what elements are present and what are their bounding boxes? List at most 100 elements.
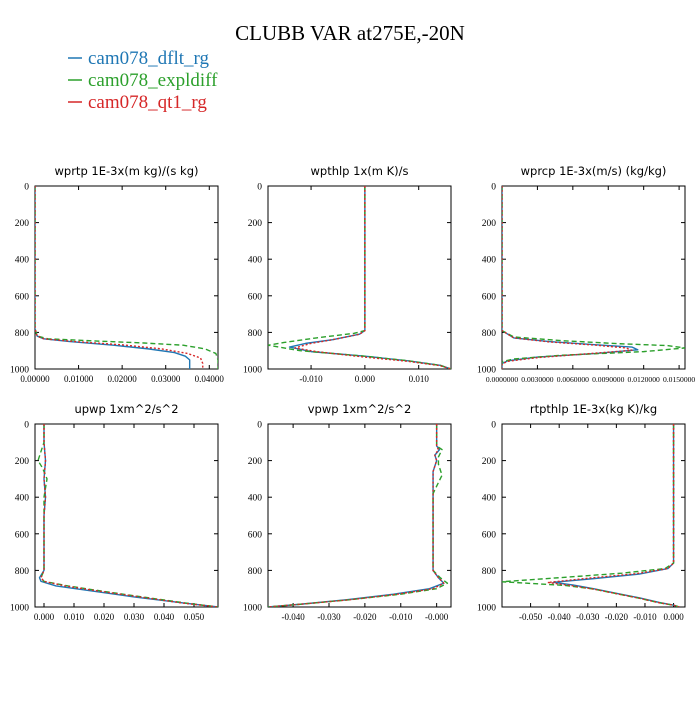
y-tick-label: 600 <box>248 292 263 302</box>
y-tick-label: 1000 <box>477 366 496 376</box>
series-line-2 <box>268 424 449 607</box>
x-tick-label: -0.000 <box>425 612 449 622</box>
panel-title: wpthlp 1x(m K)/s <box>310 164 408 178</box>
y-tick-label: 800 <box>482 567 497 577</box>
panel-5: vpwp 1xm^2/s^2 0 200 400 600 800 1000 -0.040 -0.… <box>243 402 452 622</box>
series-line-2 <box>268 186 451 369</box>
x-tick-label: 0.0150000 <box>663 375 695 384</box>
y-tick-label: 0 <box>24 421 29 431</box>
x-tick-label: 0.0120000 <box>628 375 660 384</box>
series-line-1 <box>268 424 445 607</box>
x-tick-label: 0.010 <box>64 612 85 622</box>
y-tick-label: 1000 <box>10 604 29 614</box>
panel-2: wpthlp 1x(m K)/s 0 200 400 600 800 1000 -0.010 0… <box>243 164 452 384</box>
panel-6: rtpthlp 1E-3x(kg K)/kg 0 200 400 600 800 1000 -… <box>477 402 686 622</box>
x-tick-label: 0.0000000 <box>486 375 518 384</box>
y-tick-label: 1000 <box>477 604 496 614</box>
figure-title: CLUBB VAR at275E,-20N <box>235 21 465 45</box>
y-tick-label: 400 <box>482 256 497 266</box>
y-tick-label: 600 <box>482 292 497 302</box>
y-tick-label: 0 <box>257 183 262 193</box>
legend-label: cam078_qt1_rg <box>88 92 207 113</box>
legend-label: cam078_dflt_rg <box>88 48 210 69</box>
y-tick-label: 0 <box>491 183 496 193</box>
series-line-3 <box>547 424 680 607</box>
series-line-3 <box>294 186 451 369</box>
x-tick-label: -0.030 <box>317 612 341 622</box>
y-tick-label: 200 <box>482 457 497 467</box>
y-tick-label: 600 <box>15 292 30 302</box>
x-tick-label: 0.020 <box>94 612 115 622</box>
y-tick-label: 0 <box>257 421 262 431</box>
y-tick-label: 0 <box>24 183 29 193</box>
series-line-1 <box>552 424 680 607</box>
x-tick-label: 0.02000 <box>108 374 138 384</box>
y-tick-label: 800 <box>248 567 263 577</box>
y-tick-label: 200 <box>482 219 497 229</box>
x-tick-label: 0.0030000 <box>521 375 553 384</box>
plot-frame <box>267 423 452 608</box>
series-line-3 <box>35 186 204 369</box>
plot-frame <box>267 185 452 370</box>
panel-title: wprcp 1E-3x(m/s) (kg/kg) <box>521 164 667 178</box>
y-tick-label: 1000 <box>10 366 29 376</box>
plot-frame <box>501 185 686 370</box>
plot-frame <box>501 423 686 608</box>
y-tick-label: 200 <box>248 219 263 229</box>
x-tick-label: -0.040 <box>548 612 572 622</box>
x-tick-label: -0.040 <box>281 612 305 622</box>
x-tick-label: 0.00000 <box>20 374 50 384</box>
x-tick-label: 0.01000 <box>64 374 94 384</box>
x-tick-label: 0.04000 <box>195 374 225 384</box>
x-tick-label: 0.0090000 <box>592 375 624 384</box>
panel-1: wprtp 1E-3x(m kg)/(s kg) 0 200 400 600 800 100… <box>10 164 224 384</box>
x-tick-label: -0.030 <box>576 612 600 622</box>
x-tick-label: -0.010 <box>389 612 413 622</box>
legend: cam078_dflt_rgcam078_expldiffcam078_qt1_… <box>68 48 218 113</box>
y-tick-label: 400 <box>248 256 263 266</box>
y-tick-label: 400 <box>15 494 30 504</box>
y-tick-label: 400 <box>248 494 263 504</box>
plot-frame <box>34 423 219 608</box>
y-tick-label: 200 <box>15 219 30 229</box>
y-tick-label: 200 <box>248 457 263 467</box>
y-tick-label: 1000 <box>243 604 262 614</box>
legend-item: cam078_dflt_rg <box>68 48 210 69</box>
x-tick-label: -0.010 <box>299 374 323 384</box>
x-tick-label: 0.010 <box>409 374 430 384</box>
legend-item: cam078_qt1_rg <box>68 92 207 113</box>
series-line-3 <box>40 424 218 607</box>
series-line-3 <box>502 186 633 369</box>
y-tick-label: 200 <box>15 457 30 467</box>
series-line-2 <box>35 186 218 369</box>
x-tick-label: -0.020 <box>605 612 629 622</box>
series-line-1 <box>38 424 218 607</box>
panel-4: upwp 1xm^2/s^2 0 200 400 600 800 1000 0.000 0.01… <box>10 402 219 622</box>
x-tick-label: 0.030 <box>124 612 145 622</box>
y-tick-label: 800 <box>248 329 263 339</box>
x-tick-label: 0.040 <box>154 612 175 622</box>
x-tick-label: 0.000 <box>34 612 55 622</box>
panel-title: rtpthlp 1E-3x(kg K)/kg <box>530 402 657 416</box>
x-tick-label: 0.050 <box>184 612 205 622</box>
x-tick-label: -0.050 <box>519 612 543 622</box>
x-tick-label: 0.03000 <box>151 374 181 384</box>
plot-frame <box>34 185 219 370</box>
x-tick-label: -0.020 <box>353 612 377 622</box>
series-line-3 <box>268 424 445 607</box>
panel-title: wprtp 1E-3x(m kg)/(s kg) <box>55 164 199 178</box>
y-tick-label: 1000 <box>243 366 262 376</box>
y-tick-label: 800 <box>15 567 30 577</box>
x-tick-label: -0.010 <box>633 612 657 622</box>
y-tick-label: 600 <box>15 530 30 540</box>
x-tick-label: 0.0060000 <box>557 375 589 384</box>
legend-label: cam078_expldiff <box>88 70 218 91</box>
y-tick-label: 400 <box>482 494 497 504</box>
panels: wprtp 1E-3x(m kg)/(s kg) 0 200 400 600 800 100… <box>10 164 695 622</box>
panel-title: upwp 1xm^2/s^2 <box>74 402 178 416</box>
y-tick-label: 400 <box>15 256 30 266</box>
y-tick-label: 600 <box>482 530 497 540</box>
series-line-2 <box>37 424 218 607</box>
